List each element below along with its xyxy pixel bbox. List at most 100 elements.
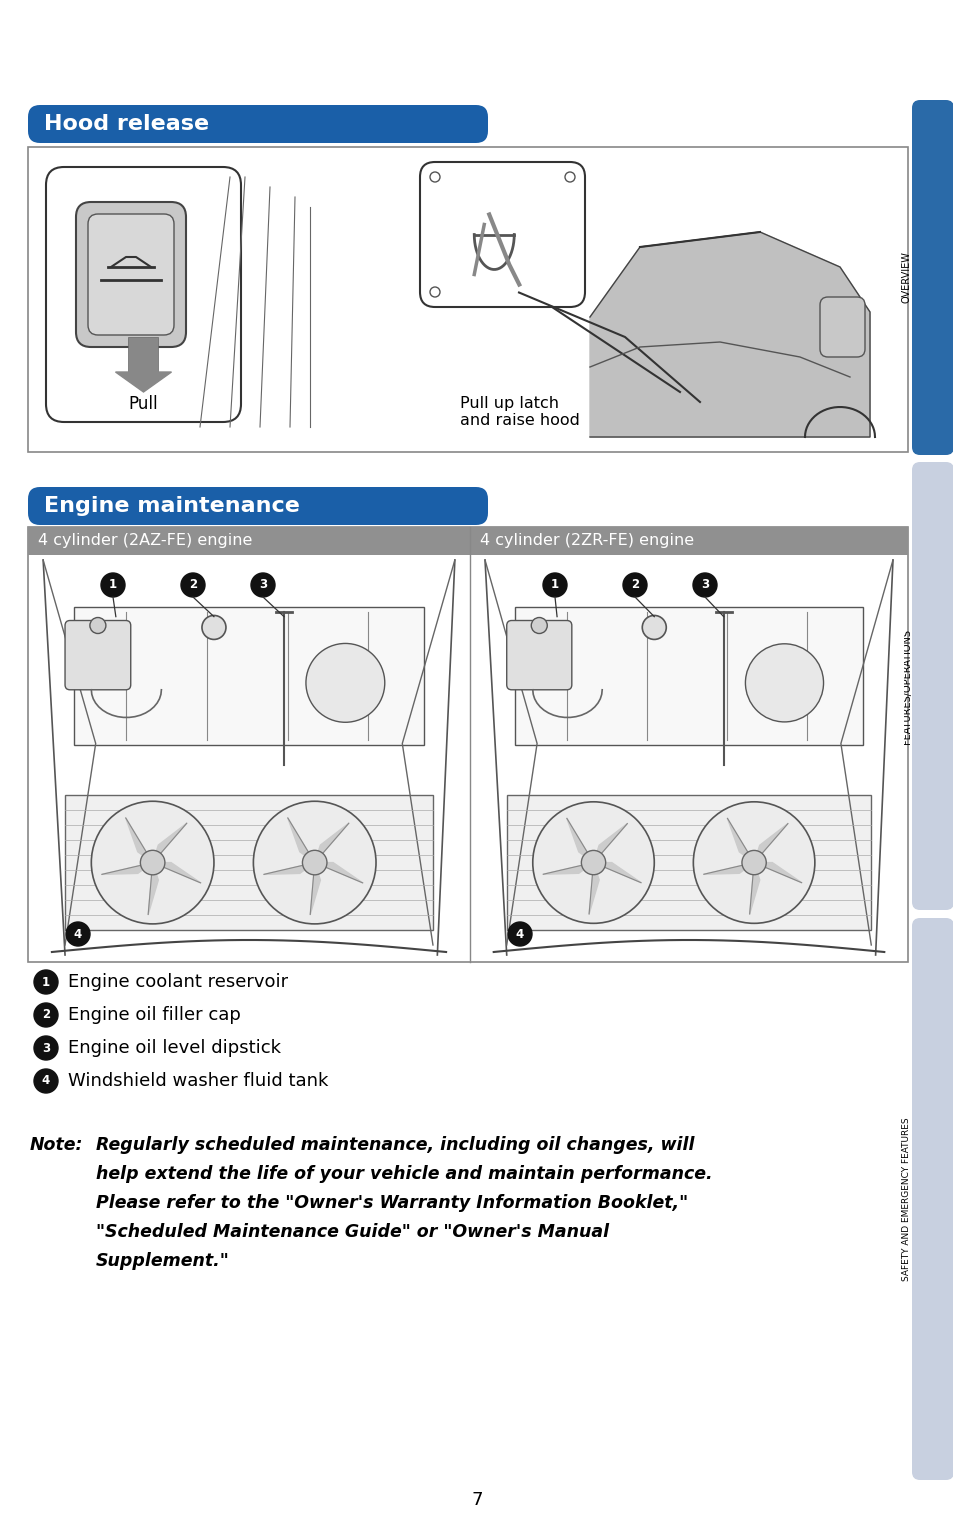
Bar [73,606,424,745]
Bar [28,527,907,962]
Polygon shape [749,863,759,915]
Text: Hood release: Hood release [44,115,209,134]
Circle shape [34,1003,58,1028]
Polygon shape [542,863,593,875]
Text: Windshield washer fluid tank: Windshield washer fluid tank [68,1072,328,1090]
Text: 1: 1 [42,976,50,988]
Bar [470,527,907,554]
Text: 4: 4 [73,927,82,941]
Polygon shape [115,373,172,392]
Circle shape [542,573,566,597]
FancyBboxPatch shape [76,202,186,347]
FancyBboxPatch shape [911,99,953,455]
Bar [506,796,870,930]
Text: 3: 3 [42,1041,50,1055]
Text: Engine maintenance: Engine maintenance [44,496,299,516]
Polygon shape [753,823,787,863]
Text: 4: 4 [516,927,523,941]
Circle shape [101,573,125,597]
Circle shape [641,615,665,640]
Text: 7: 7 [471,1490,482,1509]
Text: FEATURES/OPERATIONS: FEATURES/OPERATIONS [901,629,911,744]
Polygon shape [288,818,314,863]
Text: Engine coolant reservoir: Engine coolant reservoir [68,973,288,991]
Polygon shape [593,863,640,883]
Text: Pull: Pull [129,395,158,412]
Text: OVERVIEW: OVERVIEW [901,252,911,304]
Circle shape [251,573,274,597]
Circle shape [744,644,822,722]
FancyBboxPatch shape [820,296,864,357]
Circle shape [531,617,547,634]
Circle shape [91,802,213,924]
Bar [129,337,158,373]
Circle shape [34,1035,58,1060]
Polygon shape [588,863,598,915]
Circle shape [507,922,532,947]
Circle shape [34,1069,58,1093]
Polygon shape [102,863,152,875]
Polygon shape [314,863,362,883]
Polygon shape [727,818,753,863]
Polygon shape [126,818,152,863]
Bar [28,147,907,452]
Bar [515,606,862,745]
Circle shape [202,615,226,640]
Circle shape [580,851,605,875]
Circle shape [140,851,165,875]
Circle shape [253,802,375,924]
Polygon shape [148,863,158,915]
Circle shape [564,173,575,182]
Text: Engine oil filler cap: Engine oil filler cap [68,1006,240,1025]
Circle shape [181,573,205,597]
Circle shape [430,173,439,182]
FancyBboxPatch shape [419,162,584,307]
Text: 3: 3 [700,579,708,591]
Circle shape [306,643,384,722]
Polygon shape [593,823,627,863]
Text: Pull up latch
and raise hood: Pull up latch and raise hood [459,395,579,428]
Text: Note:: Note: [30,1136,84,1154]
Text: "Scheduled Maintenance Guide" or "Owner's Manual: "Scheduled Maintenance Guide" or "Owner'… [96,1223,608,1241]
Circle shape [90,617,106,634]
FancyBboxPatch shape [506,620,571,690]
Polygon shape [152,863,200,883]
FancyBboxPatch shape [28,487,488,525]
FancyBboxPatch shape [65,620,131,690]
Text: 2: 2 [189,579,197,591]
Polygon shape [753,863,801,883]
Circle shape [302,851,327,875]
Polygon shape [314,823,349,863]
Bar [28,527,470,554]
Bar [65,796,433,930]
Polygon shape [264,863,314,875]
Text: 4 cylinder (2ZR-FE) engine: 4 cylinder (2ZR-FE) engine [479,533,694,548]
Circle shape [693,802,814,924]
Polygon shape [310,863,320,915]
Circle shape [741,851,765,875]
Circle shape [692,573,717,597]
Bar [32,554,465,957]
Text: Engine oil level dipstick: Engine oil level dipstick [68,1038,281,1057]
Polygon shape [589,232,869,437]
FancyBboxPatch shape [911,463,953,910]
Text: 4 cylinder (2AZ-FE) engine: 4 cylinder (2AZ-FE) engine [38,533,253,548]
Bar [474,554,903,957]
FancyBboxPatch shape [88,214,173,334]
Circle shape [34,970,58,994]
Polygon shape [152,823,187,863]
Text: Please refer to the "Owner's Warranty Information Booklet,": Please refer to the "Owner's Warranty In… [96,1194,687,1212]
Text: 3: 3 [258,579,267,591]
Text: 1: 1 [551,579,558,591]
Text: help extend the life of your vehicle and maintain performance.: help extend the life of your vehicle and… [96,1165,712,1183]
Text: Regularly scheduled maintenance, including oil changes, will: Regularly scheduled maintenance, includi… [96,1136,694,1154]
Text: SAFETY AND EMERGENCY FEATURES: SAFETY AND EMERGENCY FEATURES [902,1118,910,1281]
Text: 4: 4 [42,1075,51,1087]
FancyBboxPatch shape [28,105,488,144]
Circle shape [532,802,654,924]
Circle shape [430,287,439,296]
Text: Supplement.": Supplement." [96,1252,230,1270]
FancyBboxPatch shape [46,166,241,421]
FancyBboxPatch shape [911,918,953,1480]
Circle shape [622,573,646,597]
